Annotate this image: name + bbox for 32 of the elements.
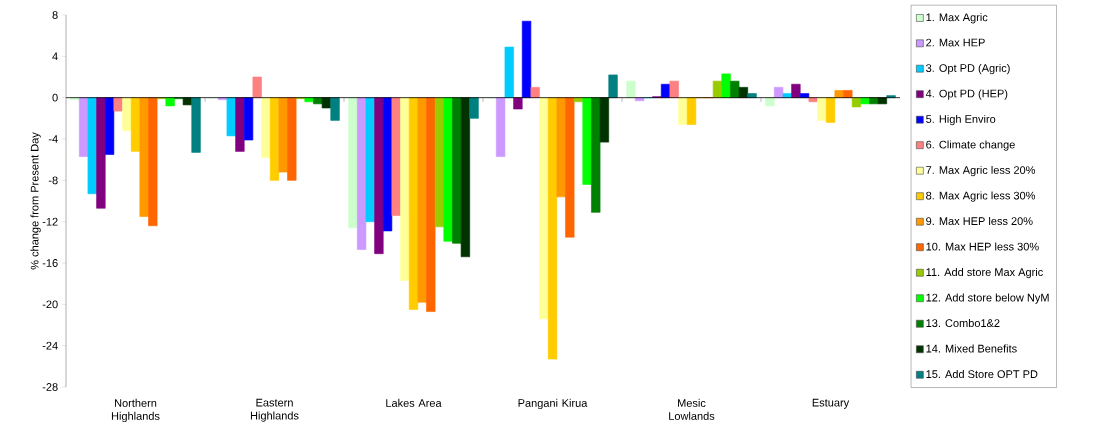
legend-label: 14. Mixed Benefits <box>926 344 1017 353</box>
y-tick-label: -24 <box>42 341 58 350</box>
x-tick-label: Estuary <box>812 398 850 409</box>
y-tick-label: -28 <box>42 383 58 391</box>
y-tick-label: -12 <box>42 217 58 226</box>
legend-label: 4. Opt PD (HEP) <box>925 89 1008 100</box>
legend-label: 6. Climate change <box>926 140 1015 151</box>
legend-label: 9. Max HEP less 20% <box>926 216 1033 225</box>
y-tick-label: -8 <box>48 176 58 185</box>
x-tick-label: Lakes Area <box>386 398 442 407</box>
legend-label: 10. Max HEP less 30% <box>926 242 1039 251</box>
legend-label: 12. Add store below NyM <box>926 293 1049 304</box>
legend-label: 3. Opt PD (Agric) <box>926 63 1010 75</box>
y-tick-label: 0 <box>52 93 58 102</box>
x-tick-label: Pangani Kirua <box>518 398 588 410</box>
legend-label: 15. Add Store OPT PD <box>926 369 1038 379</box>
x-tick-label: Eastern Highlands <box>250 398 299 422</box>
y-tick-label: -20 <box>42 300 58 309</box>
legend-label: 2. Max HEP <box>926 38 985 47</box>
x-tick-label: Mesic Lowlands <box>669 398 715 420</box>
legend-label: 8. Max Agric less 30% <box>926 191 1036 202</box>
legend-label: 11. Add store Max Agric <box>926 267 1043 279</box>
y-axis-title: % change from Present Day <box>30 132 41 270</box>
legend-label: 7. Max Agric less 20% <box>926 165 1036 177</box>
y-tick-label: -4 <box>48 135 58 143</box>
y-tick-label: -16 <box>42 259 58 267</box>
y-tick-label: 4 <box>52 52 58 61</box>
y-tick-label: 8 <box>52 11 58 19</box>
legend-label: 1. Max Agric <box>926 13 988 24</box>
legend-label: 13. Combo1&2 <box>926 318 1000 328</box>
legend-label: 5. High Enviro <box>926 114 996 126</box>
x-tick-label: Northern Highlands <box>111 398 160 423</box>
